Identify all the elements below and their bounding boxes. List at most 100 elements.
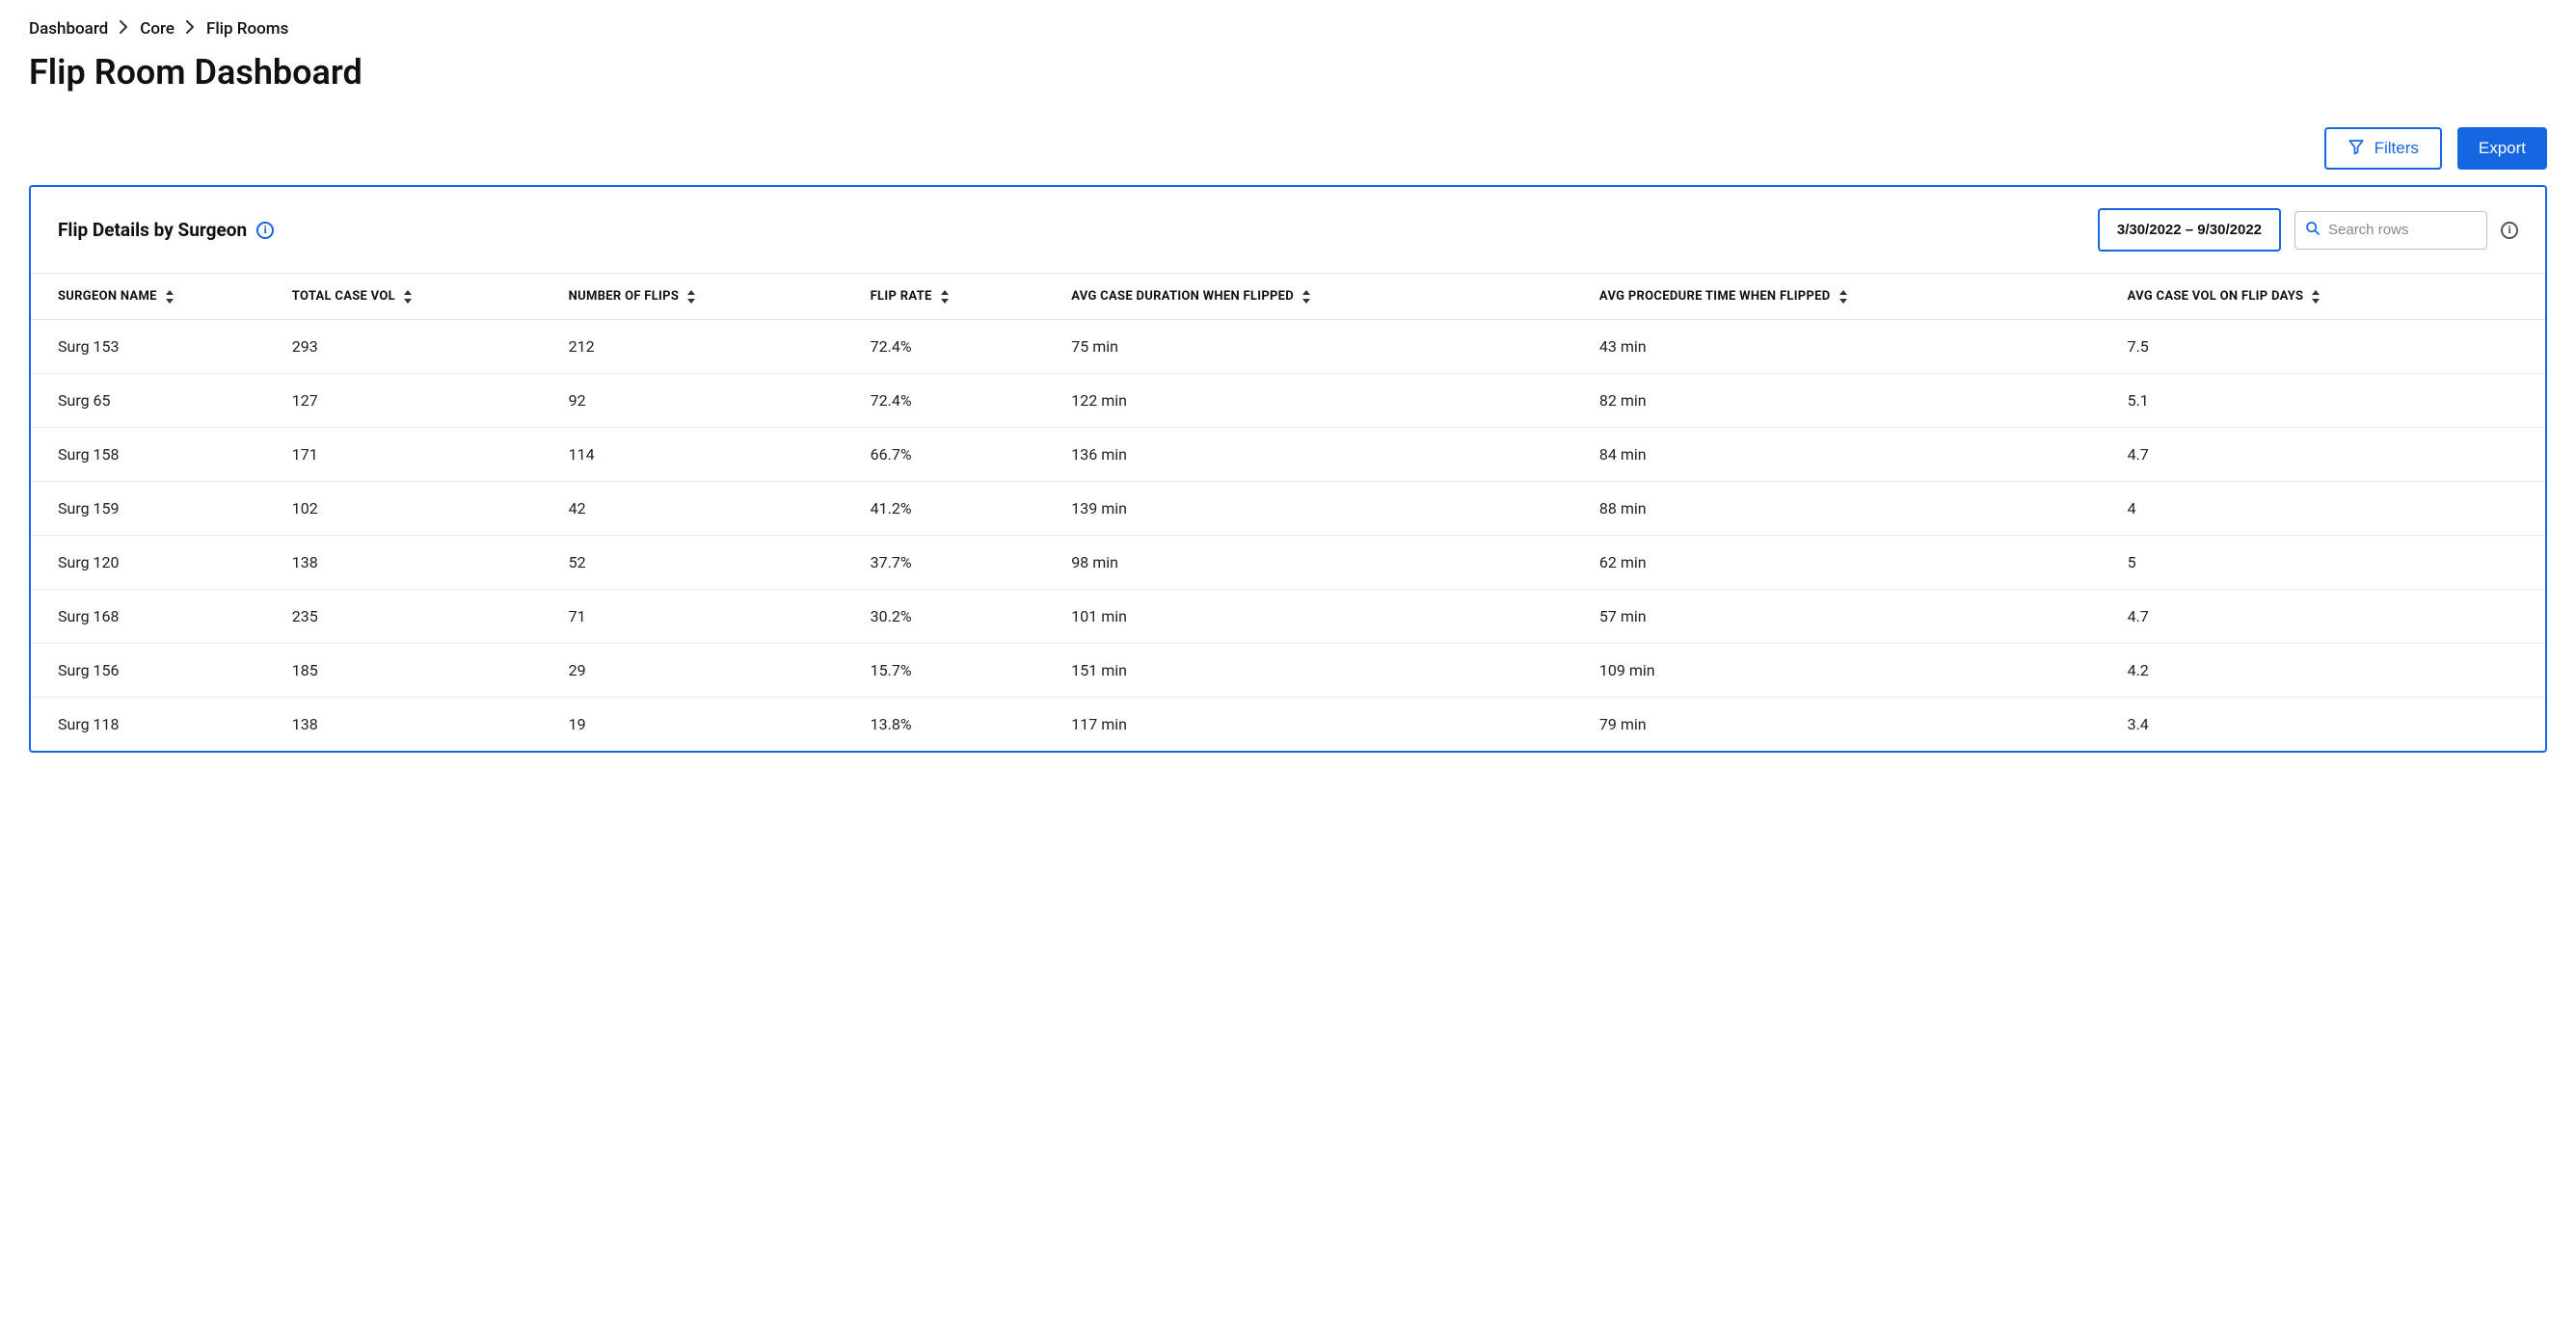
table-cell: 82 min <box>1590 374 2118 428</box>
export-button-label: Export <box>2479 139 2526 158</box>
table-row[interactable]: Surg 1561852915.7%151 min109 min4.2 <box>31 644 2545 698</box>
table-cell: 3.4 <box>2118 698 2545 752</box>
table-row[interactable]: Surg 1181381913.8%117 min79 min3.4 <box>31 698 2545 752</box>
table-cell: 72.4% <box>861 320 1062 374</box>
table-cell: 109 min <box>1590 644 2118 698</box>
sort-icon <box>403 290 413 304</box>
table-row[interactable]: Surg 1682357130.2%101 min57 min4.7 <box>31 590 2545 644</box>
table-cell: Surg 159 <box>31 482 282 536</box>
sort-icon <box>1301 290 1311 304</box>
column-header-label: AVG PROCEDURE TIME WHEN FLIPPED <box>1599 289 1831 304</box>
column-header-label: AVG CASE VOL ON FLIP DAYS <box>2128 289 2304 304</box>
table-cell: 4.7 <box>2118 590 2545 644</box>
table-cell: 151 min <box>1061 644 1590 698</box>
table-cell: Surg 156 <box>31 644 282 698</box>
search-rows-wrap <box>2294 211 2487 250</box>
sort-icon <box>165 290 174 304</box>
breadcrumb-item-core[interactable]: Core <box>140 19 174 39</box>
column-header[interactable]: AVG CASE DURATION WHEN FLIPPED <box>1061 274 1590 320</box>
table-cell: 88 min <box>1590 482 2118 536</box>
table-cell: 98 min <box>1061 536 1590 590</box>
column-header[interactable]: SURGEON NAME <box>31 274 282 320</box>
table-cell: 84 min <box>1590 428 2118 482</box>
info-icon[interactable]: i <box>2501 222 2518 239</box>
search-input[interactable] <box>2328 222 2477 238</box>
column-header-label: AVG CASE DURATION WHEN FLIPPED <box>1071 289 1294 304</box>
sort-icon <box>940 290 950 304</box>
table-cell: 42 <box>559 482 861 536</box>
table-cell: 7.5 <box>2118 320 2545 374</box>
search-icon <box>2305 221 2321 240</box>
column-header-label: SURGEON NAME <box>58 289 157 304</box>
table-cell: 127 <box>282 374 559 428</box>
breadcrumb: Dashboard Core Flip Rooms <box>29 19 2547 39</box>
panel-title: Flip Details by Surgeon <box>58 219 247 241</box>
filter-icon <box>2348 138 2365 160</box>
table-header-row: SURGEON NAME TOTAL CASE VOL NUMBER OF FLIP… <box>31 274 2545 320</box>
column-header[interactable]: NUMBER OF FLIPS <box>559 274 861 320</box>
action-bar: Filters Export <box>29 127 2547 170</box>
date-range-picker[interactable]: 3/30/2022 – 9/30/2022 <box>2098 208 2281 252</box>
export-button[interactable]: Export <box>2457 127 2547 170</box>
table-cell: 5 <box>2118 536 2545 590</box>
table-cell: 4.7 <box>2118 428 2545 482</box>
table-row[interactable]: Surg 15329321272.4%75 min43 min7.5 <box>31 320 2545 374</box>
table-cell: Surg 153 <box>31 320 282 374</box>
column-header[interactable]: FLIP RATE <box>861 274 1062 320</box>
panel-header: Flip Details by Surgeon i 3/30/2022 – 9/… <box>31 187 2545 273</box>
table-row[interactable]: Surg 15817111466.7%136 min84 min4.7 <box>31 428 2545 482</box>
table-cell: 43 min <box>1590 320 2118 374</box>
sort-icon <box>1838 290 1848 304</box>
table-cell: 102 <box>282 482 559 536</box>
table-cell: 72.4% <box>861 374 1062 428</box>
column-header-label: NUMBER OF FLIPS <box>569 289 679 304</box>
column-header[interactable]: TOTAL CASE VOL <box>282 274 559 320</box>
filters-button[interactable]: Filters <box>2324 127 2442 170</box>
table-cell: Surg 120 <box>31 536 282 590</box>
table-cell: 136 min <box>1061 428 1590 482</box>
sort-icon <box>2311 290 2321 304</box>
table-cell: 29 <box>559 644 861 698</box>
table-cell: 185 <box>282 644 559 698</box>
chevron-right-icon <box>186 19 195 39</box>
table-cell: 92 <box>559 374 861 428</box>
table-row[interactable]: Surg 1201385237.7%98 min62 min5 <box>31 536 2545 590</box>
table-cell: 19 <box>559 698 861 752</box>
table-cell: 293 <box>282 320 559 374</box>
breadcrumb-item-dashboard[interactable]: Dashboard <box>29 19 108 39</box>
table-cell: 30.2% <box>861 590 1062 644</box>
table-cell: 5.1 <box>2118 374 2545 428</box>
table-cell: 212 <box>559 320 861 374</box>
breadcrumb-item-flip-rooms[interactable]: Flip Rooms <box>206 19 288 39</box>
table-cell: 75 min <box>1061 320 1590 374</box>
table-cell: Surg 168 <box>31 590 282 644</box>
table-cell: 13.8% <box>861 698 1062 752</box>
chevron-right-icon <box>120 19 128 39</box>
table-cell: 138 <box>282 698 559 752</box>
table-cell: 52 <box>559 536 861 590</box>
table-cell: 66.7% <box>861 428 1062 482</box>
table-cell: 235 <box>282 590 559 644</box>
page-title: Flip Room Dashboard <box>29 52 2547 93</box>
table-cell: 4 <box>2118 482 2545 536</box>
table-cell: 37.7% <box>861 536 1062 590</box>
table-cell: 62 min <box>1590 536 2118 590</box>
info-icon[interactable]: i <box>256 222 274 239</box>
table-cell: Surg 158 <box>31 428 282 482</box>
filters-button-label: Filters <box>2375 139 2419 158</box>
column-header-label: FLIP RATE <box>871 289 932 304</box>
column-header[interactable]: AVG CASE VOL ON FLIP DAYS <box>2118 274 2545 320</box>
table-cell: 57 min <box>1590 590 2118 644</box>
table-cell: Surg 65 <box>31 374 282 428</box>
table-cell: 15.7% <box>861 644 1062 698</box>
table-row[interactable]: Surg 651279272.4%122 min82 min5.1 <box>31 374 2545 428</box>
column-header-label: TOTAL CASE VOL <box>292 289 395 304</box>
table-row[interactable]: Surg 1591024241.2%139 min88 min4 <box>31 482 2545 536</box>
table-cell: 4.2 <box>2118 644 2545 698</box>
table-cell: 114 <box>559 428 861 482</box>
table-cell: 71 <box>559 590 861 644</box>
table-cell: 41.2% <box>861 482 1062 536</box>
column-header[interactable]: AVG PROCEDURE TIME WHEN FLIPPED <box>1590 274 2118 320</box>
table-cell: 122 min <box>1061 374 1590 428</box>
table-cell: 79 min <box>1590 698 2118 752</box>
